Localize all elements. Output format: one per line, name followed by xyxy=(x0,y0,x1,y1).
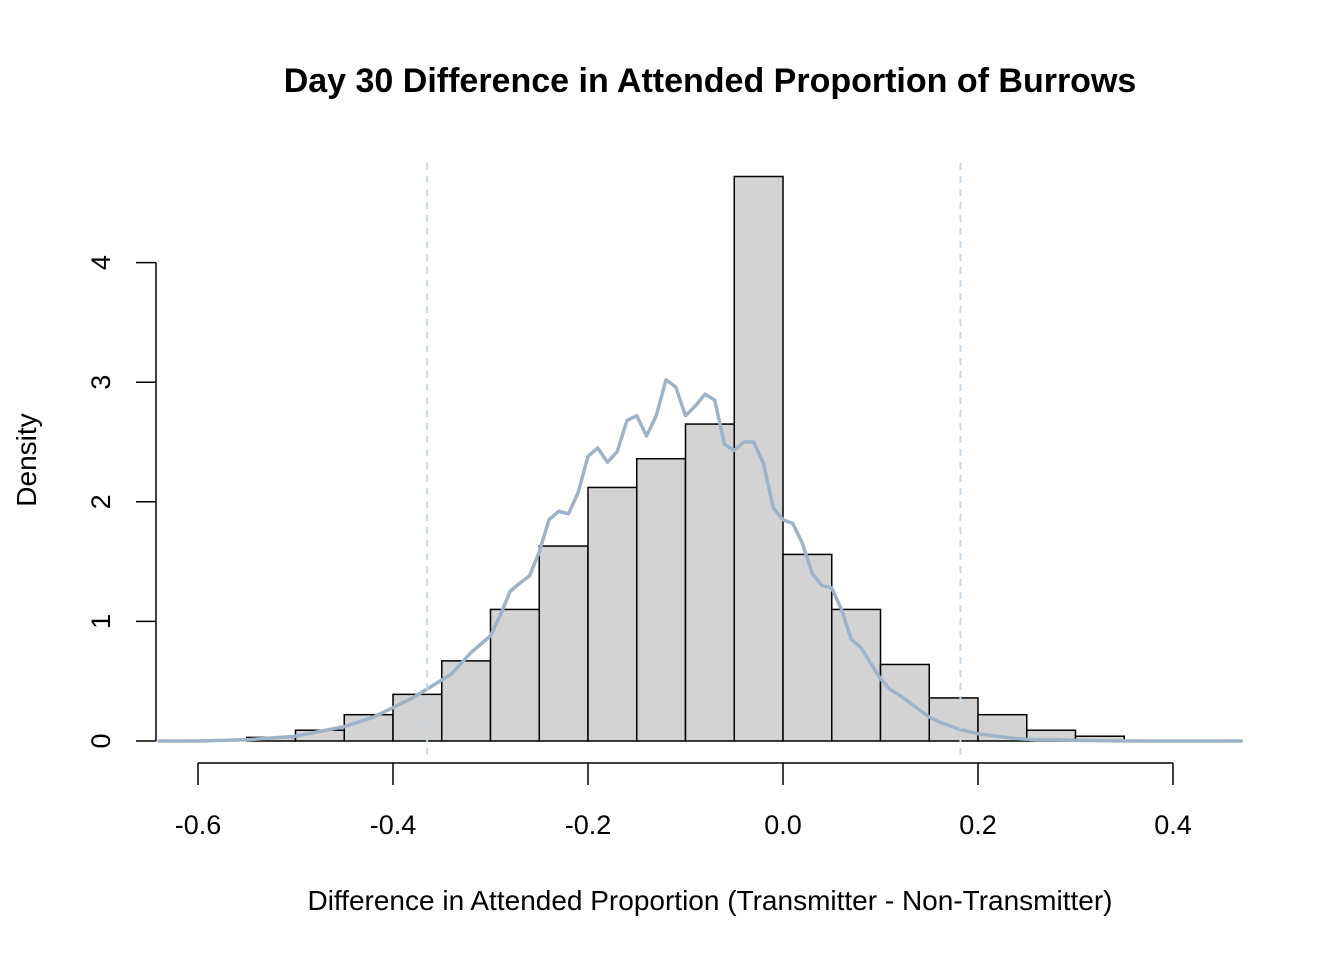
x-tick-label: 0.4 xyxy=(1154,810,1192,840)
y-axis-label: Density xyxy=(11,413,42,506)
histogram-bar xyxy=(392,693,443,742)
x-tick-label: 0.2 xyxy=(959,810,997,840)
histogram-bar xyxy=(587,486,638,742)
x-tick-label: 0.0 xyxy=(764,810,802,840)
histogram-bar xyxy=(733,175,784,742)
histogram-bar xyxy=(879,663,930,742)
y-tick-label: 0 xyxy=(86,733,116,748)
y-tick-label: 4 xyxy=(86,255,116,270)
x-tick-label: -0.2 xyxy=(565,810,612,840)
axes: -0.6 -0.4 -0.2 0.0 0.2 0.4 0 1 2 3 4 xyxy=(86,255,1192,840)
y-tick-label: 3 xyxy=(86,375,116,390)
plot-area xyxy=(157,163,1243,760)
y-tick-label: 1 xyxy=(86,614,116,629)
density-curve xyxy=(157,378,1243,743)
histogram-bar xyxy=(489,608,540,742)
histogram-bar xyxy=(782,553,833,742)
x-axis-label: Difference in Attended Proportion (Trans… xyxy=(307,885,1112,916)
chart-title: Day 30 Difference in Attended Proportion… xyxy=(284,62,1137,100)
histogram-bar xyxy=(441,660,492,742)
histogram-bar xyxy=(636,457,687,742)
histogram-bar xyxy=(831,608,882,742)
x-tick-label: -0.6 xyxy=(175,810,222,840)
x-tick-label: -0.4 xyxy=(370,810,417,840)
y-tick-label: 2 xyxy=(86,494,116,509)
histogram-bar xyxy=(538,545,589,742)
histogram-bar xyxy=(684,423,735,742)
